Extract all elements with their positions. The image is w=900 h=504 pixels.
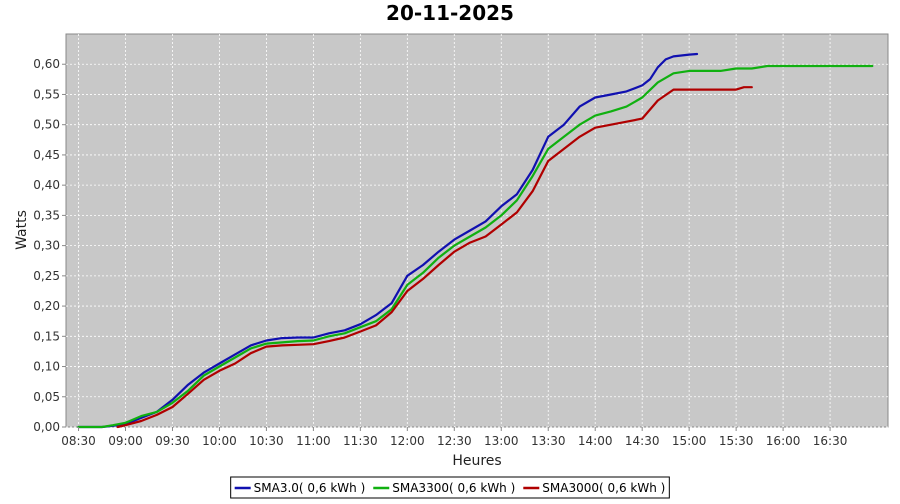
grid-lines — [66, 34, 888, 428]
legend-item: SMA3000( 0,6 kWh ) — [523, 481, 665, 495]
legend-box — [230, 476, 670, 499]
x-tick-label: 11:30 — [343, 434, 378, 448]
y-tick-label: 0,00 — [33, 420, 60, 434]
x-tick-label: 09:30 — [155, 434, 190, 448]
x-tick-label: 09:00 — [108, 434, 143, 448]
y-tick-label: 0,15 — [33, 329, 60, 343]
y-axis-label: Watts — [14, 210, 30, 250]
x-tick-label: 14:30 — [625, 434, 660, 448]
y-tick-label: 0,25 — [33, 269, 60, 283]
legend-item: SMA3300( 0,6 kWh ) — [373, 481, 515, 495]
x-axis-label: Heures — [452, 453, 501, 469]
y-tick-label: 0,45 — [33, 148, 60, 162]
legend-item: SMA3.0( 0,6 kWh ) — [234, 481, 366, 495]
series-line-2 — [116, 86, 753, 429]
x-tick-label: 13:00 — [484, 434, 519, 448]
legend: SMA3.0( 0,6 kWh ) SMA3300( 0,6 kWh ) SMA30… — [230, 476, 670, 499]
y-tick-label: 0,50 — [33, 118, 60, 132]
y-tick-label: 0,60 — [33, 57, 60, 71]
y-tick-label: 0,05 — [33, 390, 60, 404]
y-tick-label: 0,40 — [33, 178, 60, 192]
legend-label: SMA3300( 0,6 kWh ) — [392, 481, 515, 495]
x-tick-label: 10:00 — [202, 434, 237, 448]
x-tick-label: 15:00 — [672, 434, 707, 448]
legend-label: SMA3000( 0,6 kWh ) — [542, 481, 665, 495]
y-tick-label: 0,10 — [33, 360, 60, 374]
series-line-0 — [77, 52, 699, 429]
x-tick-label: 11:00 — [296, 434, 331, 448]
y-tick-label: 0,35 — [33, 208, 60, 222]
x-tick-label: 12:00 — [390, 434, 425, 448]
x-tick-label: 14:00 — [578, 434, 613, 448]
chart-title: 20-11-2025 — [386, 1, 514, 25]
x-tick-label: 13:30 — [531, 434, 566, 448]
y-tick-label: 0,55 — [33, 87, 60, 101]
x-tick-label: 16:00 — [766, 434, 801, 448]
x-tick-label: 12:30 — [437, 434, 472, 448]
x-tick-label: 10:30 — [249, 434, 284, 448]
x-axis-ticks: 08:30 09:00 09:30 10:00 10:30 11:00 11:30 12:00… — [61, 427, 847, 448]
x-tick-label: 16:30 — [813, 434, 848, 448]
plot-background — [65, 33, 889, 428]
y-tick-label: 0,30 — [33, 239, 60, 253]
x-tick-label: 15:30 — [719, 434, 754, 448]
series-line-1 — [77, 64, 874, 429]
legend-label: SMA3.0( 0,6 kWh ) — [254, 481, 366, 495]
x-tick-label: 08:30 — [61, 434, 96, 448]
plot-area — [65, 33, 889, 428]
y-tick-label: 0,20 — [33, 299, 60, 313]
series-lines — [77, 52, 874, 429]
y-axis-ticks: 0,00 0,05 0,10 0,15 0,20 0,25 0,30 0,35 0,40 0,45… — [33, 57, 66, 434]
